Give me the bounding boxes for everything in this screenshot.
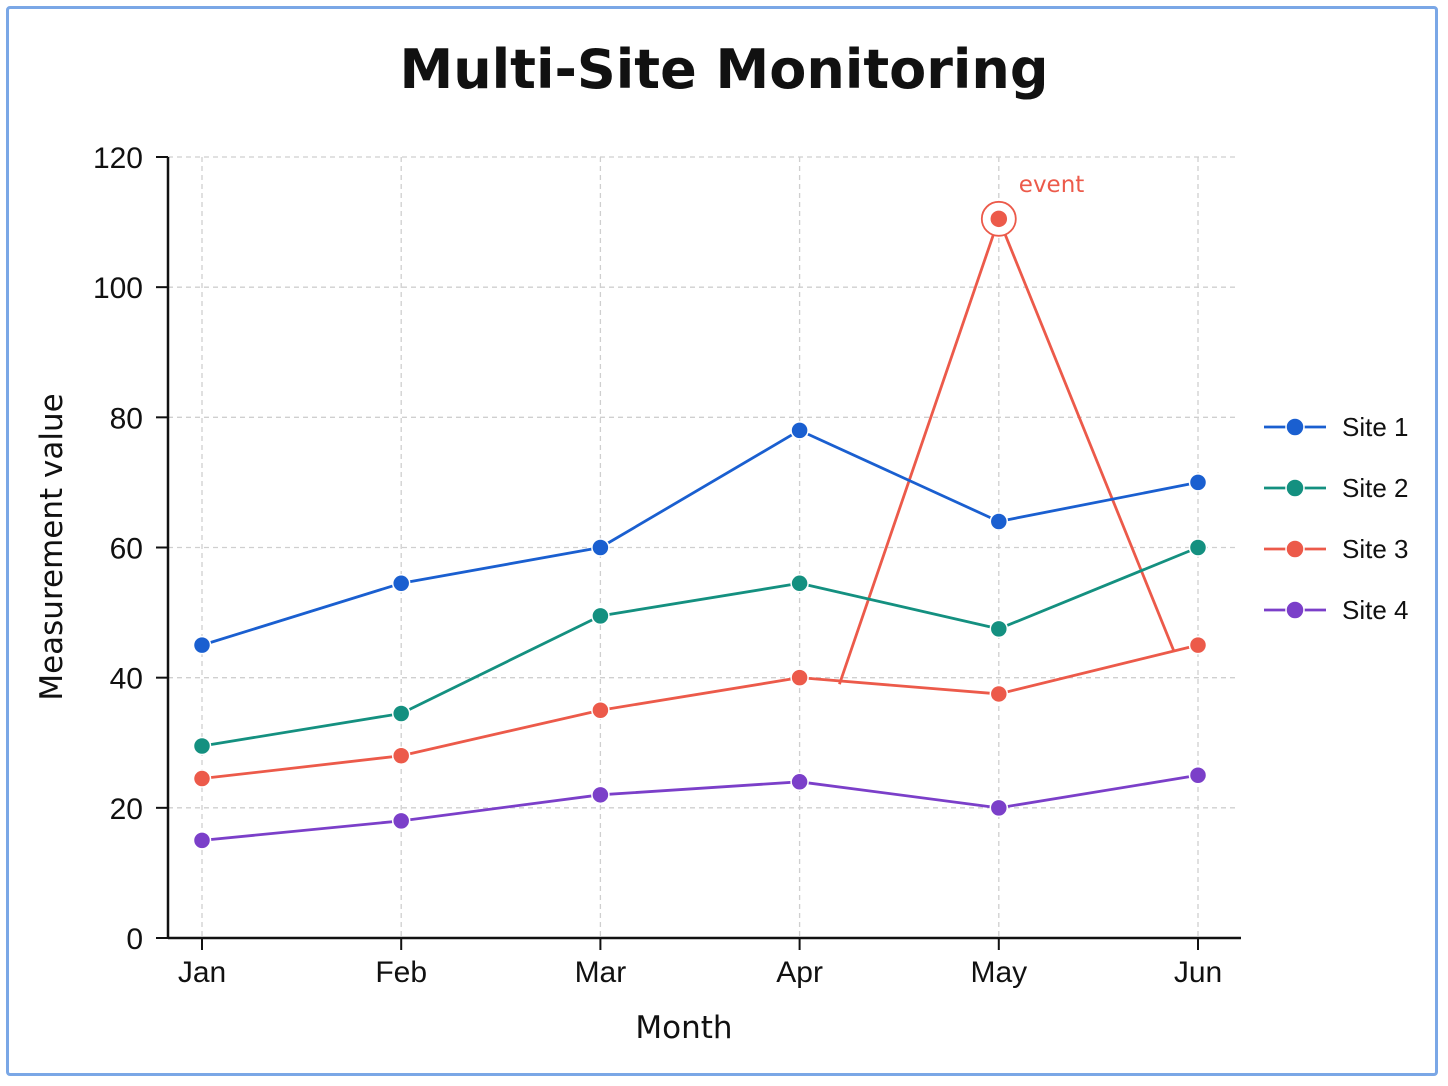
data-point xyxy=(591,700,610,720)
x-tick-label: May xyxy=(970,956,1027,989)
legend-item: Site 3 xyxy=(1264,534,1409,564)
series-line xyxy=(201,643,1199,780)
data-point xyxy=(192,769,212,788)
data-point xyxy=(591,785,610,805)
series-1 xyxy=(192,421,1208,655)
x-tick-label: Mar xyxy=(575,956,627,989)
legend-label: Site 3 xyxy=(1342,534,1409,564)
series-4 xyxy=(192,766,1208,850)
y-tick-label: 120 xyxy=(93,142,143,175)
data-point xyxy=(989,684,1009,704)
y-axis-title: Measurement value xyxy=(34,393,70,700)
series-line xyxy=(201,428,1199,647)
legend-label: Site 2 xyxy=(1342,473,1409,503)
legend-item: Site 1 xyxy=(1264,412,1409,442)
data-point xyxy=(391,746,411,766)
x-tick-label: Jun xyxy=(1174,956,1222,989)
x-tick-label: Apr xyxy=(776,956,823,989)
legend-item: Site 2 xyxy=(1264,473,1409,503)
legend-swatch-marker xyxy=(1285,600,1305,620)
data-point xyxy=(790,772,809,792)
data-point xyxy=(790,421,809,440)
legend-label: Site 1 xyxy=(1342,412,1409,442)
legend: Site 1 Site 2 Site 3 Site 4 xyxy=(1264,412,1409,625)
series-line xyxy=(201,546,1199,748)
data-point xyxy=(591,606,610,626)
data-point xyxy=(1188,473,1208,492)
x-tick-label: Jan xyxy=(178,956,226,989)
y-tick-label: 60 xyxy=(110,533,143,566)
series-2 xyxy=(192,538,1208,756)
data-point xyxy=(989,512,1009,531)
legend-item: Site 4 xyxy=(1264,595,1409,625)
data-point xyxy=(1188,635,1208,655)
data-point xyxy=(1188,538,1208,557)
event-annotation: event xyxy=(980,172,1085,237)
data-point xyxy=(192,736,212,756)
y-tick-label: 0 xyxy=(126,923,143,956)
data-point xyxy=(790,574,809,593)
data-point xyxy=(391,574,411,593)
series xyxy=(192,214,1208,850)
legend-swatch-marker xyxy=(1285,478,1305,498)
grid-lines xyxy=(168,156,1236,938)
data-point xyxy=(989,619,1009,639)
y-tick-label: 40 xyxy=(110,663,143,696)
series-3 xyxy=(192,635,1208,788)
data-point xyxy=(192,831,212,850)
chart-title: Multi-Site Monitoring xyxy=(399,38,1049,101)
data-point xyxy=(192,635,212,655)
y-tick-label: 80 xyxy=(110,402,143,435)
legend-label: Site 4 xyxy=(1342,595,1409,625)
ticks: 0 20 40 60 80 100 120 Jan Feb Mar Apr May Jun xyxy=(93,142,1222,989)
legend-swatch-marker xyxy=(1285,417,1305,437)
x-tick-label: Feb xyxy=(375,956,427,989)
data-point xyxy=(1188,766,1208,785)
y-tick-label: 100 xyxy=(93,272,143,305)
event-spike-line xyxy=(838,214,1176,685)
x-axis-title: Month xyxy=(635,1010,732,1046)
legend-swatch-marker xyxy=(1285,539,1305,559)
data-point xyxy=(391,811,411,831)
event-label: event xyxy=(1019,172,1085,198)
data-point xyxy=(989,798,1009,818)
series-line xyxy=(201,773,1199,842)
data-point xyxy=(591,538,610,557)
event-peak-point xyxy=(989,209,1009,229)
data-point xyxy=(790,668,809,687)
y-tick-label: 20 xyxy=(110,793,143,826)
data-point xyxy=(391,704,411,723)
